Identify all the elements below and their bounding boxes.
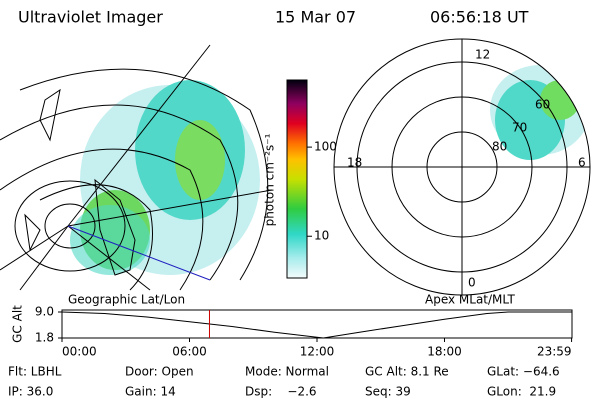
info-field: GC Alt: 8.1 Re — [365, 365, 449, 379]
info-field: Seq: 39 — [365, 385, 411, 399]
colorbar: photon cm⁻²s⁻¹ — [263, 79, 308, 279]
info-field: Door: Open — [125, 365, 194, 379]
x-tick-label: 06:00 — [172, 345, 207, 359]
mlt-label: 6 — [578, 156, 586, 170]
lat-label: 60 — [535, 98, 550, 112]
info-field: GLon: 21.9 — [487, 385, 556, 399]
mlt-label: 0 — [468, 276, 476, 290]
colorbar-label: photon cm⁻²s⁻¹ — [263, 133, 277, 226]
lat-label: 70 — [512, 121, 527, 135]
mlt-label: 18 — [347, 156, 362, 170]
colorbar-tick-label: 100 — [314, 140, 337, 154]
y-axis-label: GC Alt — [11, 305, 25, 343]
x-tick-label: 00:00 — [62, 345, 97, 359]
x-tick-label: 23:59 — [537, 345, 572, 359]
time: 06:56:18 UT — [430, 8, 529, 27]
altitude-plot-frame — [61, 309, 573, 339]
info-field: Mode: Normal — [245, 365, 329, 379]
caption: Geographic Lat/Lon — [68, 293, 185, 307]
date: 15 Mar 07 — [275, 8, 356, 27]
y-tick-label: 1.8 — [35, 331, 54, 345]
colorbar-tick-label: 10 — [314, 229, 329, 243]
caption: Apex MLat/MLT — [425, 293, 515, 307]
info-field: Flt: LBHL — [8, 365, 62, 379]
mlt-label: 12 — [475, 48, 490, 62]
y-tick-label: 9.0 — [35, 305, 54, 319]
info-field: GLat: −64.6 — [487, 365, 560, 379]
geographic-map — [0, 44, 273, 291]
info-field: IP: 36.0 — [8, 385, 53, 399]
colorbar-scale — [286, 79, 308, 279]
altitude-line — [61, 311, 572, 339]
x-tick-label: 18:00 — [427, 345, 462, 359]
info-field: Gain: 14 — [125, 385, 176, 399]
x-tick-label: 12:00 — [300, 345, 335, 359]
title: Ultraviolet Imager — [18, 8, 163, 27]
info-field: Dsp: −2.6 — [245, 385, 317, 399]
lat-label: 80 — [492, 140, 507, 154]
polar-plot: 12 18 6 0 60 70 80 — [333, 38, 591, 296]
